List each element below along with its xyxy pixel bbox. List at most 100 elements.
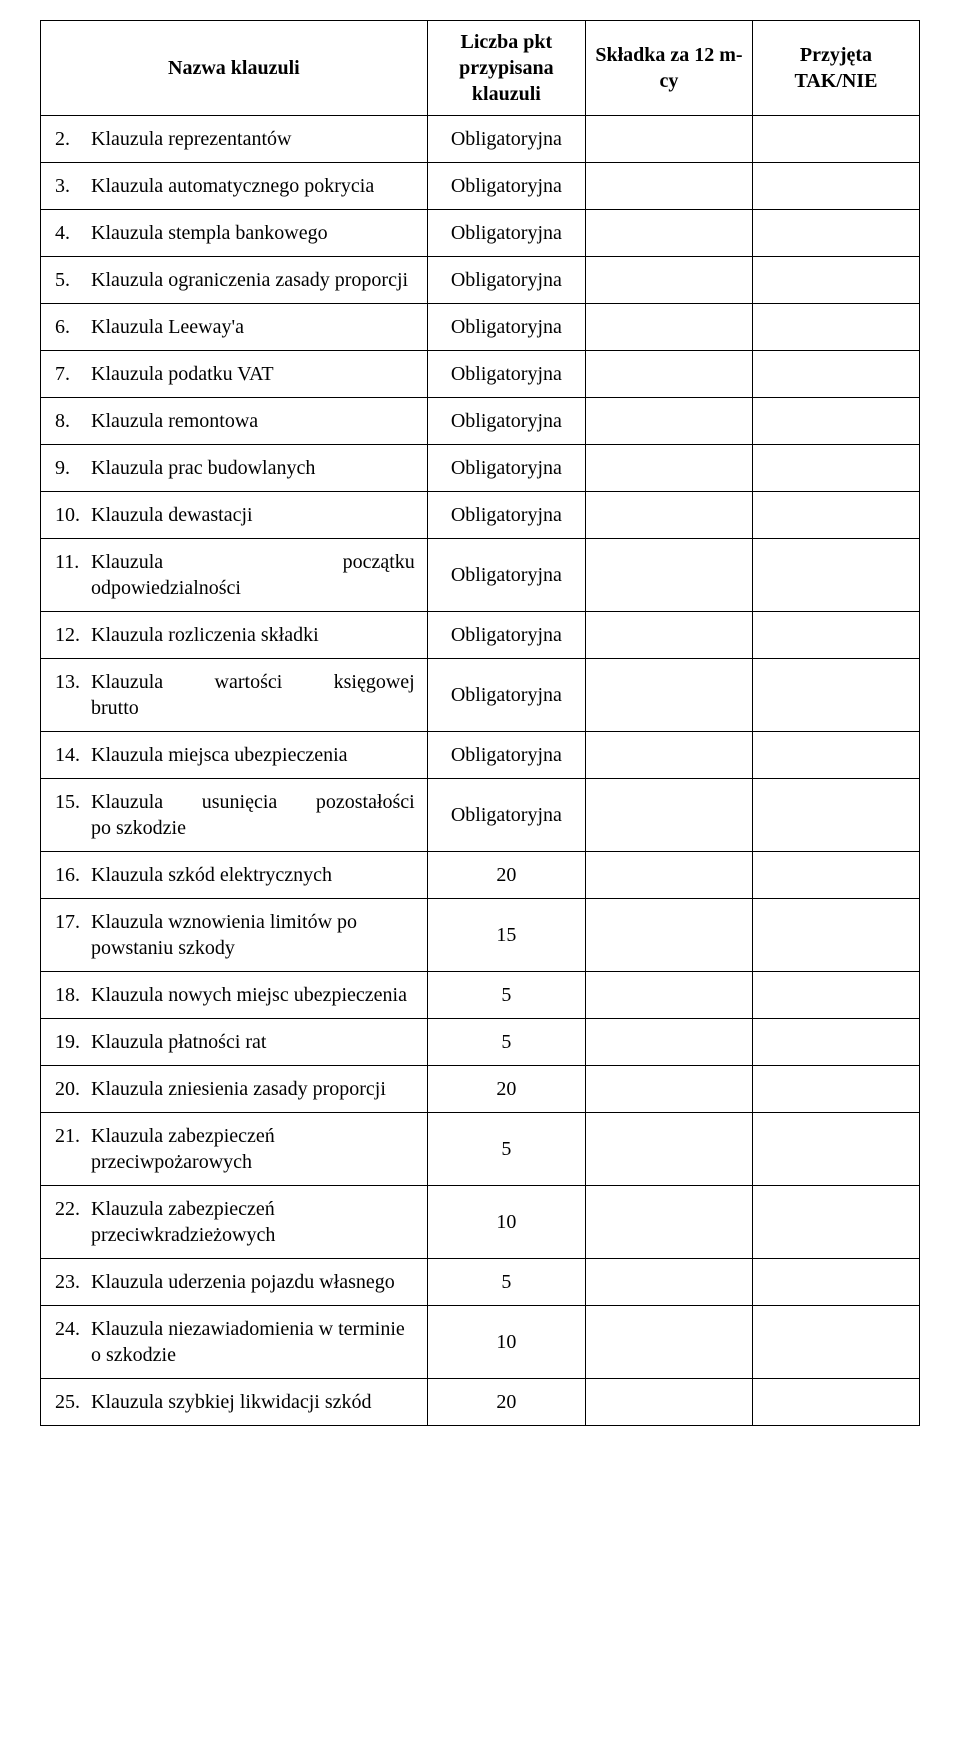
clause-number: 2. [55,126,81,152]
clause-name-cell: 7.Klauzula podatku VAT [41,351,428,398]
clause-name-cell: 21.Klauzula zabezpieczeń przeciwpożarowy… [41,1113,428,1186]
clause-premium-cell [585,732,752,779]
clause-label: Klauzula prac budowlanych [81,455,415,481]
clause-premium-cell [585,1306,752,1379]
clause-number: 4. [55,220,81,246]
clause-number: 22. [55,1196,81,1222]
clause-label: Klauzula rozliczenia składki [81,622,415,648]
table-row: 2.Klauzula reprezentantówObligatoryjna [41,116,920,163]
clause-label: Klauzula dewastacji [81,502,415,528]
clause-accepted-cell [752,257,919,304]
clause-premium-cell [585,972,752,1019]
table-row: 21.Klauzula zabezpieczeń przeciwpożarowy… [41,1113,920,1186]
clause-accepted-cell [752,539,919,612]
clause-label: Klauzula ograniczenia zasady proporcji [81,267,415,293]
clause-name-cell: 23.Klauzula uderzenia pojazdu własnego [41,1259,428,1306]
clause-label: Klauzula stempla bankowego [81,220,415,246]
clause-number: 3. [55,173,81,199]
clause-number: 9. [55,455,81,481]
clause-premium-cell [585,1379,752,1426]
clause-premium-cell [585,116,752,163]
clause-label-word: usunięcia [202,789,278,815]
clause-premium-cell [585,163,752,210]
clause-label: Klauzula szkód elektrycznych [81,862,415,888]
clause-accepted-cell [752,1186,919,1259]
clause-name-cell: 9.Klauzula prac budowlanych [41,445,428,492]
clause-label-line2: brutto [91,695,415,721]
clause-label: Klauzula reprezentantów [81,126,415,152]
table-row: 20.Klauzula zniesienia zasady proporcji2… [41,1066,920,1113]
clause-premium-cell [585,659,752,732]
clause-accepted-cell [752,779,919,852]
clause-points-cell: Obligatoryjna [427,304,585,351]
clause-points-cell: 10 [427,1306,585,1379]
table-row: 23.Klauzula uderzenia pojazdu własnego5 [41,1259,920,1306]
clause-label: Klauzula uderzenia pojazdu własnego [81,1269,415,1295]
clause-premium-cell [585,1259,752,1306]
clause-points-cell: Obligatoryjna [427,732,585,779]
clause-accepted-cell [752,1019,919,1066]
clause-name-cell: 18.Klauzula nowych miejsc ubezpieczenia [41,972,428,1019]
table-row: 14.Klauzula miejsca ubezpieczeniaObligat… [41,732,920,779]
clause-label-word: Klauzula [91,669,163,695]
clause-number: 14. [55,742,81,768]
clause-name-cell: 13.Klauzulawartościksięgowejbrutto [41,659,428,732]
table-row: 7.Klauzula podatku VATObligatoryjna [41,351,920,398]
table-header-row: Nazwa klauzuli Liczba pkt przypisana kla… [41,21,920,116]
clause-accepted-cell [752,732,919,779]
clause-label: Klauzula nowych miejsc ubezpieczenia [81,982,415,1008]
clause-points-cell: 15 [427,899,585,972]
table-row: 4.Klauzula stempla bankowegoObligatoryjn… [41,210,920,257]
table-row: 17.Klauzula wznowienia limitów po powsta… [41,899,920,972]
table-row: 24.Klauzula niezawiadomienia w terminie … [41,1306,920,1379]
clause-points-cell: 10 [427,1186,585,1259]
clause-label: Klauzula szybkiej likwidacji szkód [81,1389,415,1415]
clause-name-cell: 15.Klauzulausunięciapozostałościpo szkod… [41,779,428,852]
clause-number: 19. [55,1029,81,1055]
clause-number: 18. [55,982,81,1008]
clause-label: Klauzulapoczątkuodpowiedzialności [81,549,415,601]
clause-label: Klauzula płatności rat [81,1029,415,1055]
clause-premium-cell [585,1019,752,1066]
clause-points-cell: Obligatoryjna [427,398,585,445]
clause-name-cell: 5.Klauzula ograniczenia zasady proporcji [41,257,428,304]
clause-accepted-cell [752,210,919,257]
clause-label: Klauzula zniesienia zasady proporcji [81,1076,415,1102]
clause-accepted-cell [752,1379,919,1426]
clause-accepted-cell [752,1066,919,1113]
clause-label-line2: po szkodzie [91,815,415,841]
clause-label: Klauzulawartościksięgowejbrutto [81,669,415,721]
clause-label-line2: odpowiedzialności [91,575,415,601]
clause-accepted-cell [752,445,919,492]
table-row: 18.Klauzula nowych miejsc ubezpieczenia5 [41,972,920,1019]
clause-points-cell: 5 [427,1259,585,1306]
clause-name-cell: 22.Klauzula zabezpieczeń przeciwkradzież… [41,1186,428,1259]
table-row: 8.Klauzula remontowaObligatoryjna [41,398,920,445]
clause-name-cell: 12.Klauzula rozliczenia składki [41,612,428,659]
table-row: 15.Klauzulausunięciapozostałościpo szkod… [41,779,920,852]
clause-premium-cell [585,210,752,257]
clause-accepted-cell [752,398,919,445]
clause-name-cell: 20.Klauzula zniesienia zasady proporcji [41,1066,428,1113]
clause-number: 25. [55,1389,81,1415]
clause-accepted-cell [752,351,919,398]
table-row: 11.KlauzulapoczątkuodpowiedzialnościObli… [41,539,920,612]
clause-name-cell: 11.Klauzulapoczątkuodpowiedzialności [41,539,428,612]
clause-points-cell: Obligatoryjna [427,612,585,659]
clause-label-word: księgowej [334,669,415,695]
clause-number: 17. [55,909,81,935]
table-row: 10.Klauzula dewastacjiObligatoryjna [41,492,920,539]
clause-premium-cell [585,257,752,304]
clause-name-cell: 4.Klauzula stempla bankowego [41,210,428,257]
table-row: 16.Klauzula szkód elektrycznych20 [41,852,920,899]
clause-label: Klauzula wznowienia limitów po powstaniu… [81,909,415,961]
table-row: 19.Klauzula płatności rat5 [41,1019,920,1066]
clause-label: Klauzula Leeway'a [81,314,415,340]
clause-accepted-cell [752,1259,919,1306]
clause-accepted-cell [752,116,919,163]
header-premium: Składka za 12 m-cy [585,21,752,116]
clause-label: Klauzula zabezpieczeń przeciwpożarowych [81,1123,415,1175]
clause-accepted-cell [752,972,919,1019]
clause-name-cell: 16.Klauzula szkód elektrycznych [41,852,428,899]
clause-name-cell: 3.Klauzula automatycznego pokrycia [41,163,428,210]
